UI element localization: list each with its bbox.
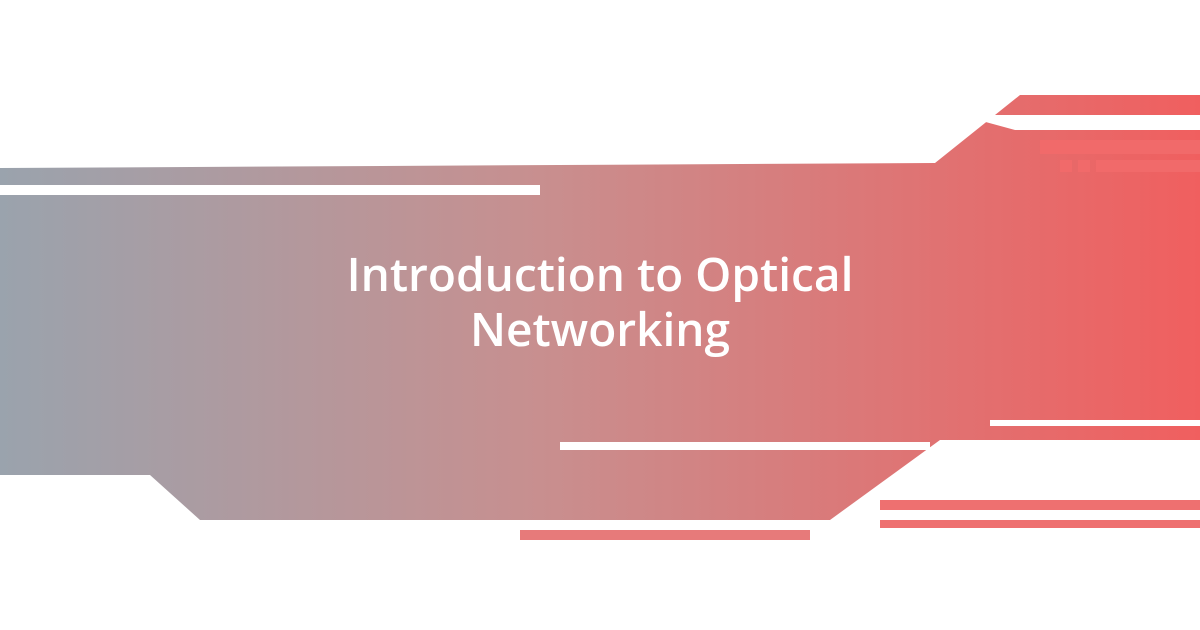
white-top-stripe: [0, 185, 540, 195]
banner-canvas: Introduction to Optical Networking: [0, 0, 1200, 630]
slide-title: Introduction to Optical Networking: [347, 247, 854, 357]
